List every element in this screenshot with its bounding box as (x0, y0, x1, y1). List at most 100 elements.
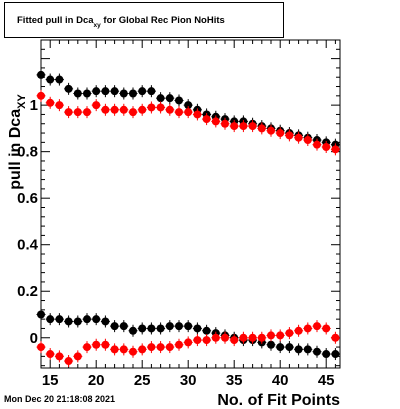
x-tick-label: 30 (180, 372, 197, 389)
data-point-series-3 (83, 315, 91, 324)
chart-title-box: Fitted pull in Dcaxy for Global Rec Pion… (4, 2, 284, 38)
data-point-series-4 (119, 345, 128, 354)
data-point-series-4 (211, 333, 220, 342)
data-points (36, 68, 340, 368)
data-point-series-1 (156, 94, 165, 103)
data-point-series-2 (175, 108, 183, 117)
x-tick-label: 25 (134, 372, 151, 389)
data-point-series-3 (46, 315, 55, 324)
data-point-series-2 (165, 105, 174, 114)
data-point-series-4 (64, 357, 73, 366)
data-point-series-4 (175, 340, 183, 349)
data-point-series-4 (294, 326, 303, 335)
chart-title-subscript: xy (93, 22, 101, 29)
y-tick-label: 0.8 (17, 144, 38, 161)
data-point-series-4 (322, 324, 331, 333)
x-tick-label: 35 (226, 372, 243, 389)
data-point-series-3 (165, 322, 174, 331)
data-point-series-1 (165, 94, 174, 103)
data-point-series-4 (331, 333, 340, 342)
y-tick-label: 0 (30, 330, 38, 347)
data-point-series-2 (46, 98, 55, 107)
data-point-series-2 (110, 105, 119, 114)
data-point-series-2 (55, 101, 64, 110)
data-point-series-1 (37, 70, 45, 79)
data-point-series-1 (92, 87, 101, 96)
data-point-series-2 (202, 115, 211, 124)
data-point-series-4 (101, 340, 110, 349)
data-point-series-1 (129, 89, 137, 98)
x-axis-title: No. of Fit Points (217, 392, 340, 409)
data-point-series-3 (37, 310, 45, 319)
data-point-series-3 (92, 315, 101, 324)
data-point-series-1 (175, 96, 183, 105)
data-point-series-1 (184, 101, 193, 110)
data-point-series-3 (184, 322, 193, 331)
data-point-series-1 (110, 87, 119, 96)
data-point-series-4 (193, 336, 202, 345)
data-point-series-2 (303, 136, 312, 145)
data-point-series-3 (138, 324, 147, 333)
data-point-series-2 (73, 108, 82, 117)
y-axis-title: pull in DcaXY (7, 94, 28, 190)
data-point-series-2 (129, 108, 137, 117)
data-point-series-2 (267, 126, 275, 135)
data-point-series-4 (37, 343, 45, 352)
data-point-series-1 (101, 87, 110, 96)
chart-title-main: Fitted pull in Dca (17, 15, 94, 26)
data-point-series-2 (322, 143, 331, 152)
data-point-series-4 (46, 350, 55, 359)
data-point-series-4 (184, 338, 193, 347)
data-point-series-1 (119, 89, 128, 98)
data-point-series-2 (83, 108, 91, 117)
data-point-series-1 (83, 89, 91, 98)
data-point-series-2 (211, 117, 220, 126)
plot-frame (40, 39, 341, 369)
data-point-series-1 (73, 89, 82, 98)
timestamp-footer: Mon Dec 20 21:18:08 2021 (4, 394, 116, 404)
data-point-series-4 (313, 322, 321, 331)
data-point-series-4 (267, 331, 275, 340)
y-axis-title-main: pull in Dca (7, 109, 24, 190)
data-point-series-4 (239, 333, 248, 342)
data-point-series-2 (221, 119, 229, 128)
data-point-series-2 (331, 145, 340, 154)
data-point-series-3 (267, 340, 275, 349)
data-point-series-4 (55, 352, 64, 361)
x-tick-label: 45 (318, 372, 335, 389)
data-point-series-1 (138, 87, 147, 96)
data-point-series-3 (119, 322, 128, 331)
data-point-series-2 (184, 108, 193, 117)
data-point-series-2 (37, 91, 45, 100)
data-point-series-3 (331, 350, 340, 359)
data-point-series-2 (239, 122, 248, 131)
data-point-series-3 (276, 343, 285, 352)
data-point-series-4 (92, 340, 101, 349)
data-point-series-3 (202, 326, 211, 335)
data-point-series-1 (46, 75, 55, 84)
data-point-series-3 (175, 322, 183, 331)
data-point-series-2 (294, 133, 303, 142)
data-point-series-2 (156, 103, 165, 112)
data-point-series-3 (193, 324, 202, 333)
data-point-series-3 (110, 322, 119, 331)
data-point-series-2 (193, 110, 202, 119)
data-point-series-2 (92, 101, 101, 110)
data-point-series-3 (147, 324, 156, 333)
data-point-series-4 (303, 324, 312, 333)
data-point-series-4 (165, 343, 174, 352)
data-point-series-4 (147, 343, 156, 352)
data-point-series-3 (322, 350, 331, 359)
data-point-series-3 (303, 345, 312, 354)
x-tick-label: 40 (272, 372, 289, 389)
data-point-series-1 (147, 87, 156, 96)
data-point-series-4 (129, 347, 137, 356)
x-tick-label: 15 (42, 372, 59, 389)
y-tick-label: 0.4 (17, 237, 39, 254)
x-tick-label: 20 (88, 372, 105, 389)
data-point-series-2 (276, 129, 285, 138)
y-tick-label: 1 (30, 97, 38, 114)
data-point-series-2 (101, 105, 110, 114)
data-point-series-3 (64, 317, 73, 326)
